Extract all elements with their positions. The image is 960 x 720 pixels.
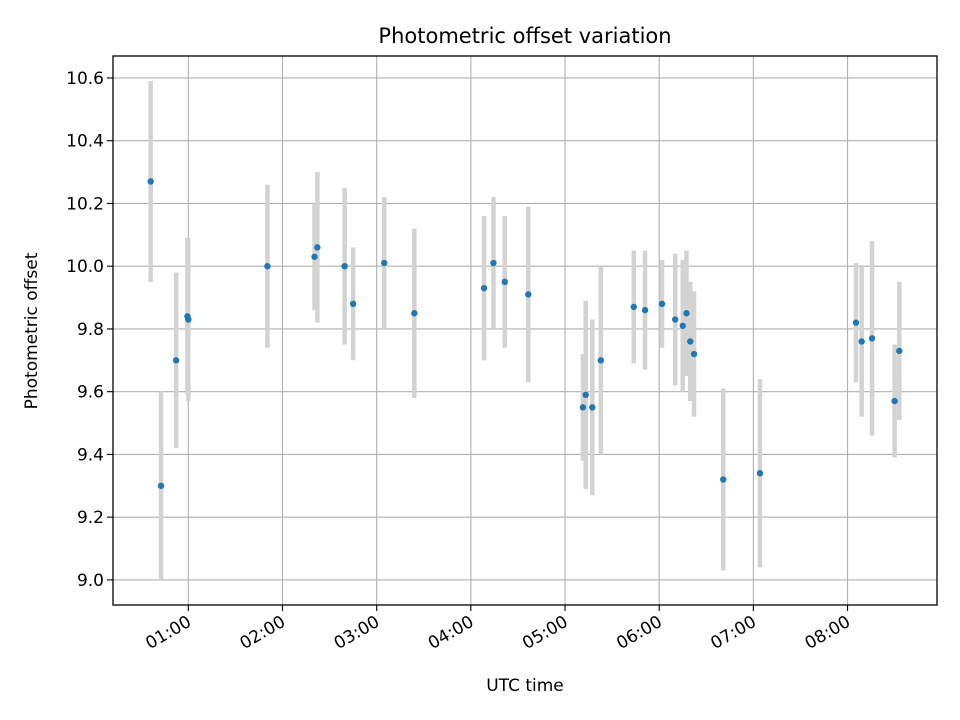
data-point — [597, 357, 605, 364]
y-tick-label: 10.6 — [66, 69, 104, 89]
y-tick-label: 9.2 — [77, 508, 104, 528]
y-tick-label: 9.6 — [77, 383, 104, 403]
plot-frame — [112, 55, 938, 606]
data-point — [349, 300, 357, 308]
y-tick-label: 9.0 — [77, 571, 104, 591]
data-point — [341, 262, 348, 270]
data-point — [589, 404, 596, 411]
data-point — [157, 482, 165, 489]
data-point — [720, 476, 727, 483]
data-point — [852, 319, 860, 326]
data-point — [501, 278, 508, 286]
y-tick-label: 10.4 — [66, 132, 104, 152]
data-point — [172, 357, 180, 364]
y-axis: 9.0 9.2 9.4 9.6 9.8 10.0 10.2 10.4 10.6 — [66, 69, 113, 591]
data-point — [630, 303, 637, 311]
y-tick-label: 9.8 — [77, 320, 104, 340]
chart-title: Photometric offset variation — [378, 24, 671, 48]
data-point — [582, 391, 589, 399]
data-point — [690, 350, 698, 358]
data-point — [679, 322, 686, 329]
data-point — [891, 397, 898, 405]
data-point — [381, 259, 388, 267]
x-axis-label: UTC time — [486, 676, 564, 696]
grid — [113, 56, 937, 605]
data-point — [314, 244, 321, 251]
data-points — [147, 178, 903, 489]
data-point — [311, 253, 318, 260]
data-point — [687, 338, 694, 345]
data-point — [858, 338, 865, 345]
y-tick-label: 10.0 — [66, 257, 104, 277]
data-point — [411, 310, 418, 317]
y-axis-label: Photometric offset — [22, 252, 42, 409]
data-point — [490, 259, 497, 267]
data-point — [264, 262, 271, 270]
data-point — [868, 335, 876, 342]
y-tick-label: 10.2 — [66, 194, 104, 214]
data-point — [672, 316, 679, 323]
y-tick-label: 9.4 — [77, 445, 104, 465]
data-point — [185, 316, 192, 323]
data-point — [525, 291, 532, 298]
data-point — [147, 178, 154, 185]
data-point — [480, 284, 488, 292]
data-point — [756, 470, 764, 477]
data-point — [683, 310, 690, 317]
data-point — [658, 300, 666, 308]
data-point — [896, 347, 903, 355]
data-point — [641, 306, 649, 314]
data-point — [579, 404, 587, 411]
